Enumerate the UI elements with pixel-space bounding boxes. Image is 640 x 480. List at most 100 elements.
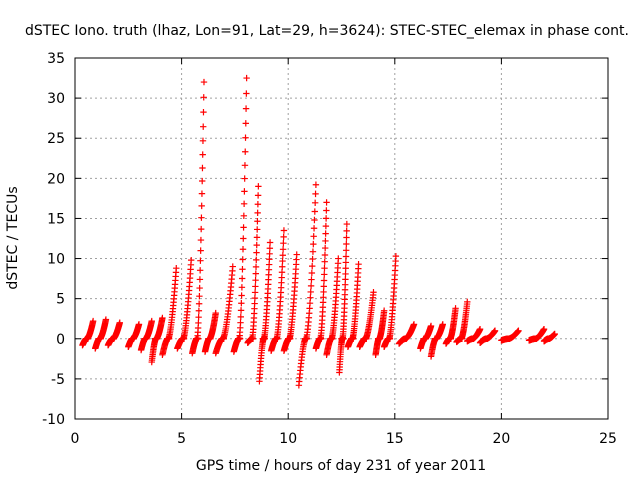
- data-point: [266, 256, 273, 263]
- data-point: [279, 252, 287, 259]
- data-point: [237, 319, 244, 326]
- data-point: [197, 257, 204, 264]
- data-point: [238, 275, 246, 282]
- data-point: [342, 270, 349, 278]
- data-point: [303, 335, 311, 342]
- data-point: [239, 246, 247, 253]
- data-point: [363, 335, 370, 342]
- data-point: [254, 201, 262, 208]
- data-point: [274, 335, 281, 342]
- data-point: [199, 164, 206, 172]
- data-point: [197, 236, 205, 244]
- data-point: [252, 276, 259, 284]
- data-point: [309, 262, 316, 270]
- data-point: [476, 325, 484, 333]
- data-point: [342, 265, 349, 272]
- data-point: [308, 276, 315, 283]
- data-point: [311, 216, 318, 224]
- data-point: [306, 299, 314, 307]
- data-point: [153, 335, 161, 342]
- data-point: [253, 226, 261, 233]
- data-point: [322, 222, 330, 230]
- data-point: [207, 335, 214, 342]
- data-point: [135, 321, 143, 328]
- data-point: [253, 234, 261, 241]
- data-point: [200, 78, 208, 86]
- data-point: [266, 250, 273, 257]
- data-point: [447, 335, 455, 342]
- data-point: [212, 309, 219, 317]
- x-tick-label: 10: [279, 431, 297, 447]
- data-point: [253, 249, 260, 256]
- y-tick-label: 0: [56, 332, 65, 348]
- data-point: [540, 325, 548, 333]
- data-point: [195, 319, 202, 327]
- data-point: [240, 212, 248, 220]
- data-point: [309, 255, 316, 263]
- data-point: [251, 289, 259, 296]
- data-point: [180, 335, 188, 342]
- data-point: [196, 267, 204, 274]
- data-point: [200, 94, 207, 101]
- y-axis-label: dSTEC / TECUs: [5, 186, 21, 289]
- data-point: [342, 247, 350, 254]
- x-tick-label: 25: [599, 431, 617, 447]
- data-point: [551, 330, 558, 338]
- y-tick-label: 10: [47, 252, 65, 268]
- data-point: [236, 335, 244, 342]
- data-point: [340, 335, 347, 342]
- data-point: [254, 192, 262, 199]
- data-point: [196, 276, 204, 283]
- data-point: [293, 251, 300, 258]
- x-tick-label: 0: [71, 431, 80, 447]
- y-tick-label: 15: [47, 211, 65, 227]
- data-point: [506, 335, 513, 342]
- data-point: [199, 177, 206, 185]
- data-point: [242, 105, 250, 112]
- data-point: [220, 335, 227, 342]
- data-point: [321, 264, 328, 272]
- data-point: [470, 335, 477, 342]
- data-point: [321, 251, 329, 259]
- data-point: [110, 335, 118, 342]
- data-point: [484, 335, 491, 342]
- data-point: [254, 218, 261, 225]
- data-point: [286, 335, 294, 342]
- y-tick-label: 30: [47, 91, 65, 107]
- data-point: [243, 90, 250, 97]
- data-point: [311, 208, 319, 215]
- data-point: [422, 335, 429, 342]
- data-point: [239, 256, 246, 263]
- data-point: [266, 239, 274, 246]
- data-points: [79, 74, 558, 389]
- data-point: [195, 313, 202, 321]
- x-tick-label: 15: [386, 431, 404, 447]
- data-point: [251, 294, 259, 302]
- data-point: [280, 239, 287, 247]
- x-tick-label: 20: [492, 431, 510, 447]
- data-point: [196, 293, 203, 300]
- data-point: [240, 224, 247, 231]
- data-point: [323, 207, 330, 214]
- data-point: [380, 307, 388, 314]
- data-point: [194, 335, 202, 342]
- data-point: [197, 225, 205, 233]
- data-point: [310, 233, 317, 240]
- data-point: [252, 263, 260, 271]
- data-point: [255, 183, 262, 190]
- data-point: [241, 175, 248, 182]
- x-tick-labels: 0 5 10 15 20 25: [71, 431, 617, 447]
- data-point: [198, 214, 205, 221]
- data-point: [392, 252, 400, 260]
- data-point: [280, 233, 287, 241]
- data-point: [491, 327, 499, 334]
- data-point: [322, 215, 330, 222]
- data-point: [427, 322, 435, 330]
- data-point: [322, 230, 329, 237]
- data-point: [130, 335, 137, 342]
- data-point: [187, 256, 195, 264]
- data-point: [261, 335, 268, 342]
- data-point: [342, 259, 350, 266]
- data-point: [320, 283, 327, 290]
